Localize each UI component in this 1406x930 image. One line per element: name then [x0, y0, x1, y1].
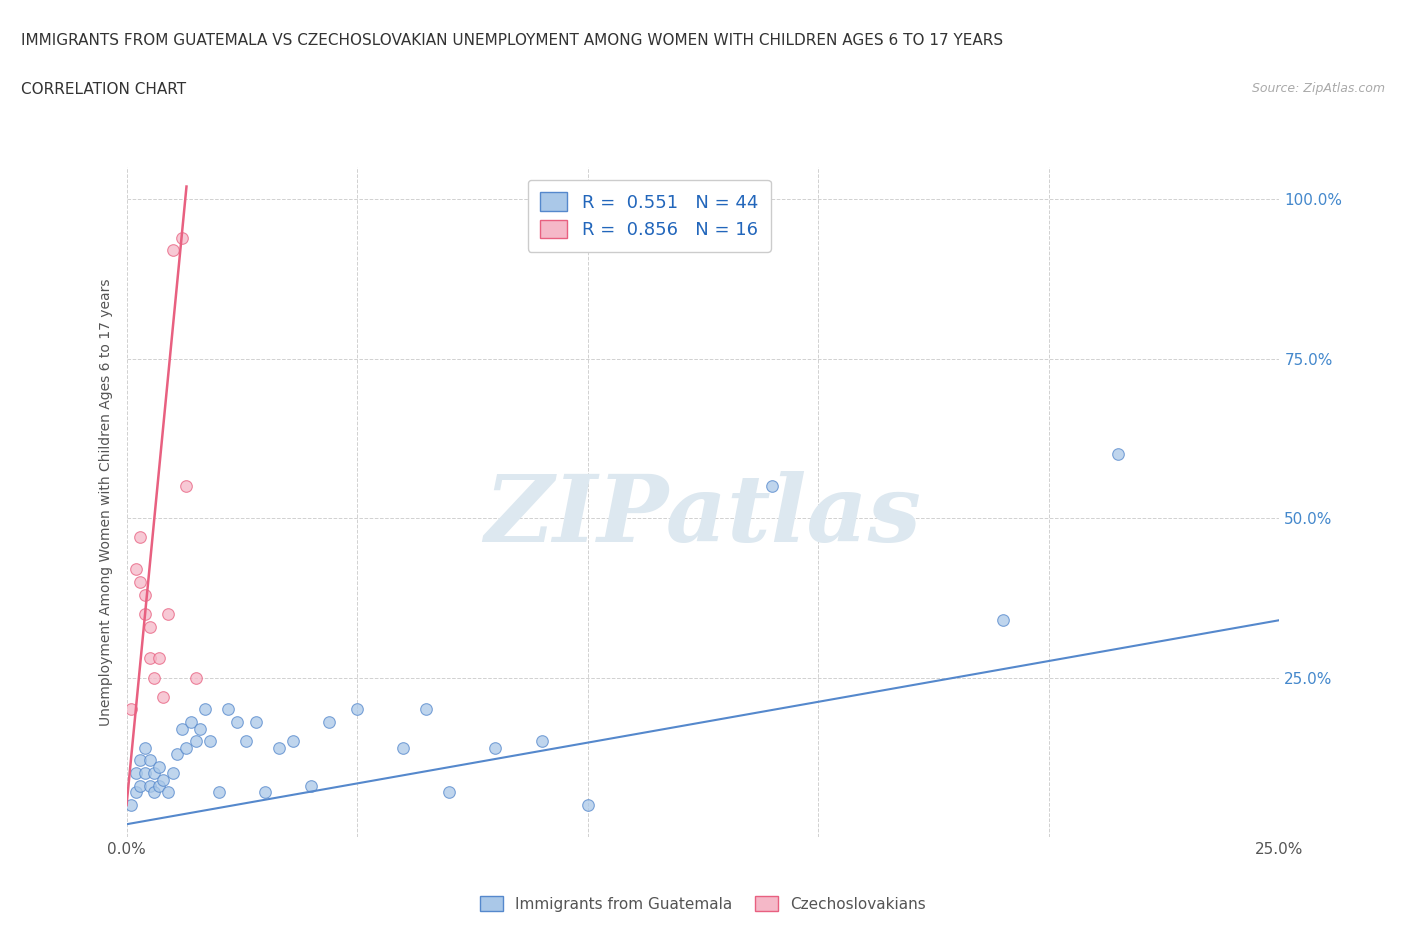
Point	[134, 740, 156, 755]
Point	[176, 479, 198, 494]
Point	[318, 715, 340, 730]
Point	[235, 734, 257, 749]
Point	[134, 587, 156, 602]
Point	[184, 734, 207, 749]
Point	[415, 702, 437, 717]
Point	[129, 530, 152, 545]
Text: CORRELATION CHART: CORRELATION CHART	[21, 82, 186, 97]
Y-axis label: Unemployment Among Women with Children Ages 6 to 17 years: Unemployment Among Women with Children A…	[100, 278, 114, 726]
Point	[208, 785, 231, 800]
Point	[129, 753, 152, 768]
Point	[281, 734, 304, 749]
Point	[138, 753, 160, 768]
Point	[761, 479, 783, 494]
Point	[267, 740, 290, 755]
Point	[217, 702, 239, 717]
Point	[439, 785, 461, 800]
Point	[530, 734, 553, 749]
Point	[157, 606, 180, 621]
Point	[148, 651, 170, 666]
Point	[120, 702, 142, 717]
Point	[129, 778, 152, 793]
Point	[245, 715, 267, 730]
Point	[180, 715, 202, 730]
Point	[176, 740, 198, 755]
Point	[157, 785, 180, 800]
Point	[148, 760, 170, 775]
Point	[134, 765, 156, 780]
Point	[184, 671, 207, 685]
Point	[253, 785, 276, 800]
Point	[125, 562, 148, 577]
Point	[143, 785, 166, 800]
Point	[346, 702, 368, 717]
Point	[148, 778, 170, 793]
Point	[170, 230, 193, 245]
Point	[162, 243, 184, 258]
Point	[143, 671, 166, 685]
Point	[138, 651, 160, 666]
Point	[226, 715, 249, 730]
Point	[484, 740, 506, 755]
Legend: R =  0.551   N = 44, R =  0.856   N = 16: R = 0.551 N = 44, R = 0.856 N = 16	[527, 179, 770, 252]
Text: IMMIGRANTS FROM GUATEMALA VS CZECHOSLOVAKIAN UNEMPLOYMENT AMONG WOMEN WITH CHILD: IMMIGRANTS FROM GUATEMALA VS CZECHOSLOVA…	[21, 33, 1004, 47]
Point	[129, 575, 152, 590]
Legend: Immigrants from Guatemala, Czechoslovakians: Immigrants from Guatemala, Czechoslovaki…	[474, 889, 932, 918]
Point	[576, 798, 599, 813]
Point	[194, 702, 217, 717]
Point	[162, 765, 184, 780]
Point	[1107, 447, 1129, 462]
Point	[143, 765, 166, 780]
Point	[120, 798, 142, 813]
Point	[152, 689, 174, 704]
Point	[138, 778, 160, 793]
Point	[991, 613, 1014, 628]
Text: ZIPatlas: ZIPatlas	[485, 471, 921, 561]
Point	[392, 740, 415, 755]
Point	[166, 747, 188, 762]
Point	[152, 772, 174, 787]
Point	[125, 785, 148, 800]
Point	[188, 721, 211, 736]
Point	[198, 734, 221, 749]
Point	[138, 619, 160, 634]
Point	[125, 765, 148, 780]
Text: Source: ZipAtlas.com: Source: ZipAtlas.com	[1251, 82, 1385, 95]
Point	[170, 721, 193, 736]
Point	[299, 778, 322, 793]
Point	[134, 606, 156, 621]
